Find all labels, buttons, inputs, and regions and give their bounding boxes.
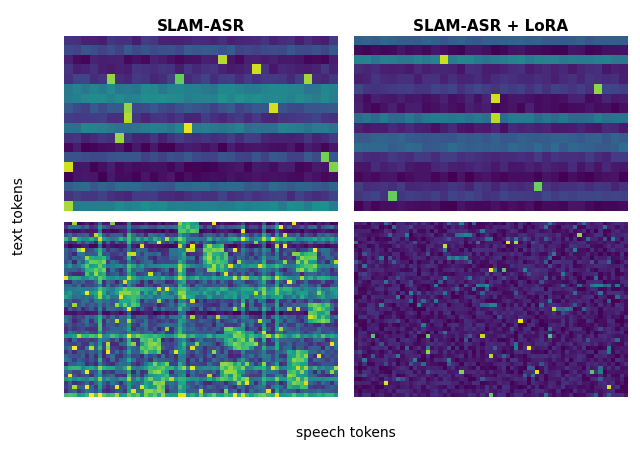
Title: SLAM-ASR + LoRA: SLAM-ASR + LoRA bbox=[413, 18, 568, 33]
Text: speech tokens: speech tokens bbox=[296, 426, 396, 440]
Title: SLAM-ASR: SLAM-ASR bbox=[157, 18, 245, 33]
Text: text tokens: text tokens bbox=[12, 178, 26, 255]
